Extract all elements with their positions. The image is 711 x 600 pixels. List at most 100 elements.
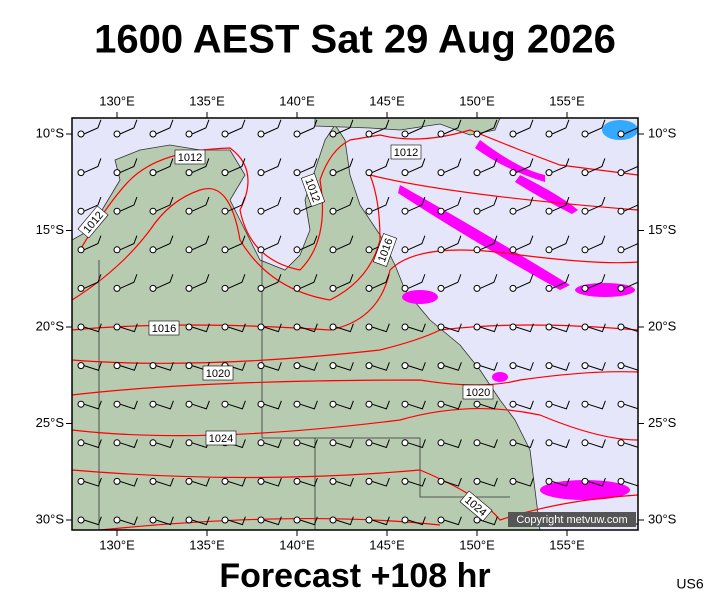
longitude-label: 135°E	[189, 93, 225, 108]
wind-barb	[551, 196, 570, 212]
wind-barb	[83, 119, 102, 135]
wind-barb	[263, 158, 282, 174]
wind-barb	[407, 439, 426, 449]
wind-barb	[335, 274, 354, 289]
wind-barb	[479, 274, 498, 289]
wind-station	[77, 362, 85, 370]
wind-station	[257, 323, 265, 331]
wind-barb	[443, 516, 462, 526]
wind-station	[257, 246, 265, 254]
wind-barb	[335, 477, 354, 487]
wind-station	[77, 439, 85, 447]
wind-barb	[83, 362, 102, 371]
wind-barb	[299, 274, 318, 289]
wind-station	[365, 169, 373, 177]
wind-station	[437, 207, 445, 215]
wind-barb	[335, 235, 354, 251]
wind-station	[113, 439, 121, 447]
copyright: Copyright metvuw.com	[516, 514, 627, 526]
wind-barb	[479, 477, 498, 487]
wind-barb	[155, 400, 174, 410]
wind-station	[149, 439, 157, 447]
wind-station	[545, 400, 553, 408]
wind-station	[293, 169, 301, 177]
longitude-label: 155°E	[549, 93, 585, 108]
wind-station	[509, 130, 517, 138]
wind-station	[149, 169, 157, 177]
wind-station	[617, 477, 625, 485]
wind-barb	[587, 400, 606, 410]
wind-barb	[407, 362, 426, 371]
wind-station	[113, 362, 121, 370]
wind-station	[329, 439, 337, 447]
wind-barb	[335, 158, 354, 174]
wind-station	[581, 246, 589, 254]
wind-station	[113, 169, 121, 177]
isobar-label-box	[148, 320, 180, 336]
wind-barb	[587, 119, 606, 135]
wind-station	[581, 284, 589, 292]
isobar-label: 1012	[174, 149, 206, 165]
wind-barb	[227, 274, 246, 289]
isobar-label: 1020	[462, 384, 494, 400]
wind-station	[293, 207, 301, 215]
wind-barb	[515, 439, 534, 449]
isobar-label: 1012	[390, 144, 422, 160]
wind-barb	[371, 274, 390, 289]
latitude-label: 15°S	[36, 222, 65, 237]
wind-station	[545, 439, 553, 447]
wind-barb	[191, 274, 210, 289]
latitude-label: 30°S	[648, 511, 677, 526]
wind-barb	[83, 439, 102, 449]
wind-station	[401, 439, 409, 447]
isobar-label-text: 1016	[152, 323, 176, 335]
wind-station	[545, 207, 553, 215]
wind-barb	[587, 158, 606, 174]
wind-barb	[587, 477, 606, 487]
wind-barb	[83, 274, 102, 289]
isobar-label-box	[205, 430, 237, 446]
wind-barb	[155, 196, 174, 212]
wind-station	[221, 323, 229, 331]
wind-barb	[515, 274, 534, 289]
wind-barb	[263, 477, 282, 487]
wind-barb	[335, 196, 354, 212]
wind-station	[77, 323, 85, 331]
wind-station	[401, 516, 409, 524]
wind-barb	[479, 439, 498, 449]
wind-station	[509, 246, 517, 254]
latitude-label: 10°S	[648, 125, 677, 140]
isobar-label-text: 1020	[466, 387, 490, 399]
isobar-label: 1016	[148, 320, 180, 336]
wind-barb	[479, 196, 498, 212]
wind-station	[221, 246, 229, 254]
isobar-label-text: 1020	[206, 368, 230, 380]
wind-station	[221, 400, 229, 408]
wind-barb	[263, 196, 282, 212]
wind-station	[509, 362, 517, 370]
wind-barb	[155, 158, 174, 174]
copyright-box	[508, 512, 636, 527]
wind-station	[509, 477, 517, 485]
wind-barb	[155, 274, 174, 289]
wind-barb	[371, 119, 390, 135]
wind-barb	[335, 119, 354, 135]
wind-barb	[119, 516, 138, 526]
wind-station	[77, 477, 85, 485]
wind-station	[185, 439, 193, 447]
wind-barb	[299, 439, 318, 449]
isobar-label-box	[300, 173, 326, 207]
wind-station	[437, 477, 445, 485]
wind-barb	[227, 323, 246, 333]
map-frame	[71, 117, 639, 531]
wind-barb	[191, 323, 210, 333]
wind-station	[365, 130, 373, 138]
wind-station	[365, 516, 373, 524]
wind-barb	[479, 400, 498, 410]
wind-station	[113, 284, 121, 292]
wind-barb	[551, 477, 570, 487]
isobar-label: 1020	[202, 365, 234, 381]
wind-barb	[155, 439, 174, 449]
isobar-label: 1024	[205, 430, 237, 446]
wind-barb	[443, 196, 462, 212]
